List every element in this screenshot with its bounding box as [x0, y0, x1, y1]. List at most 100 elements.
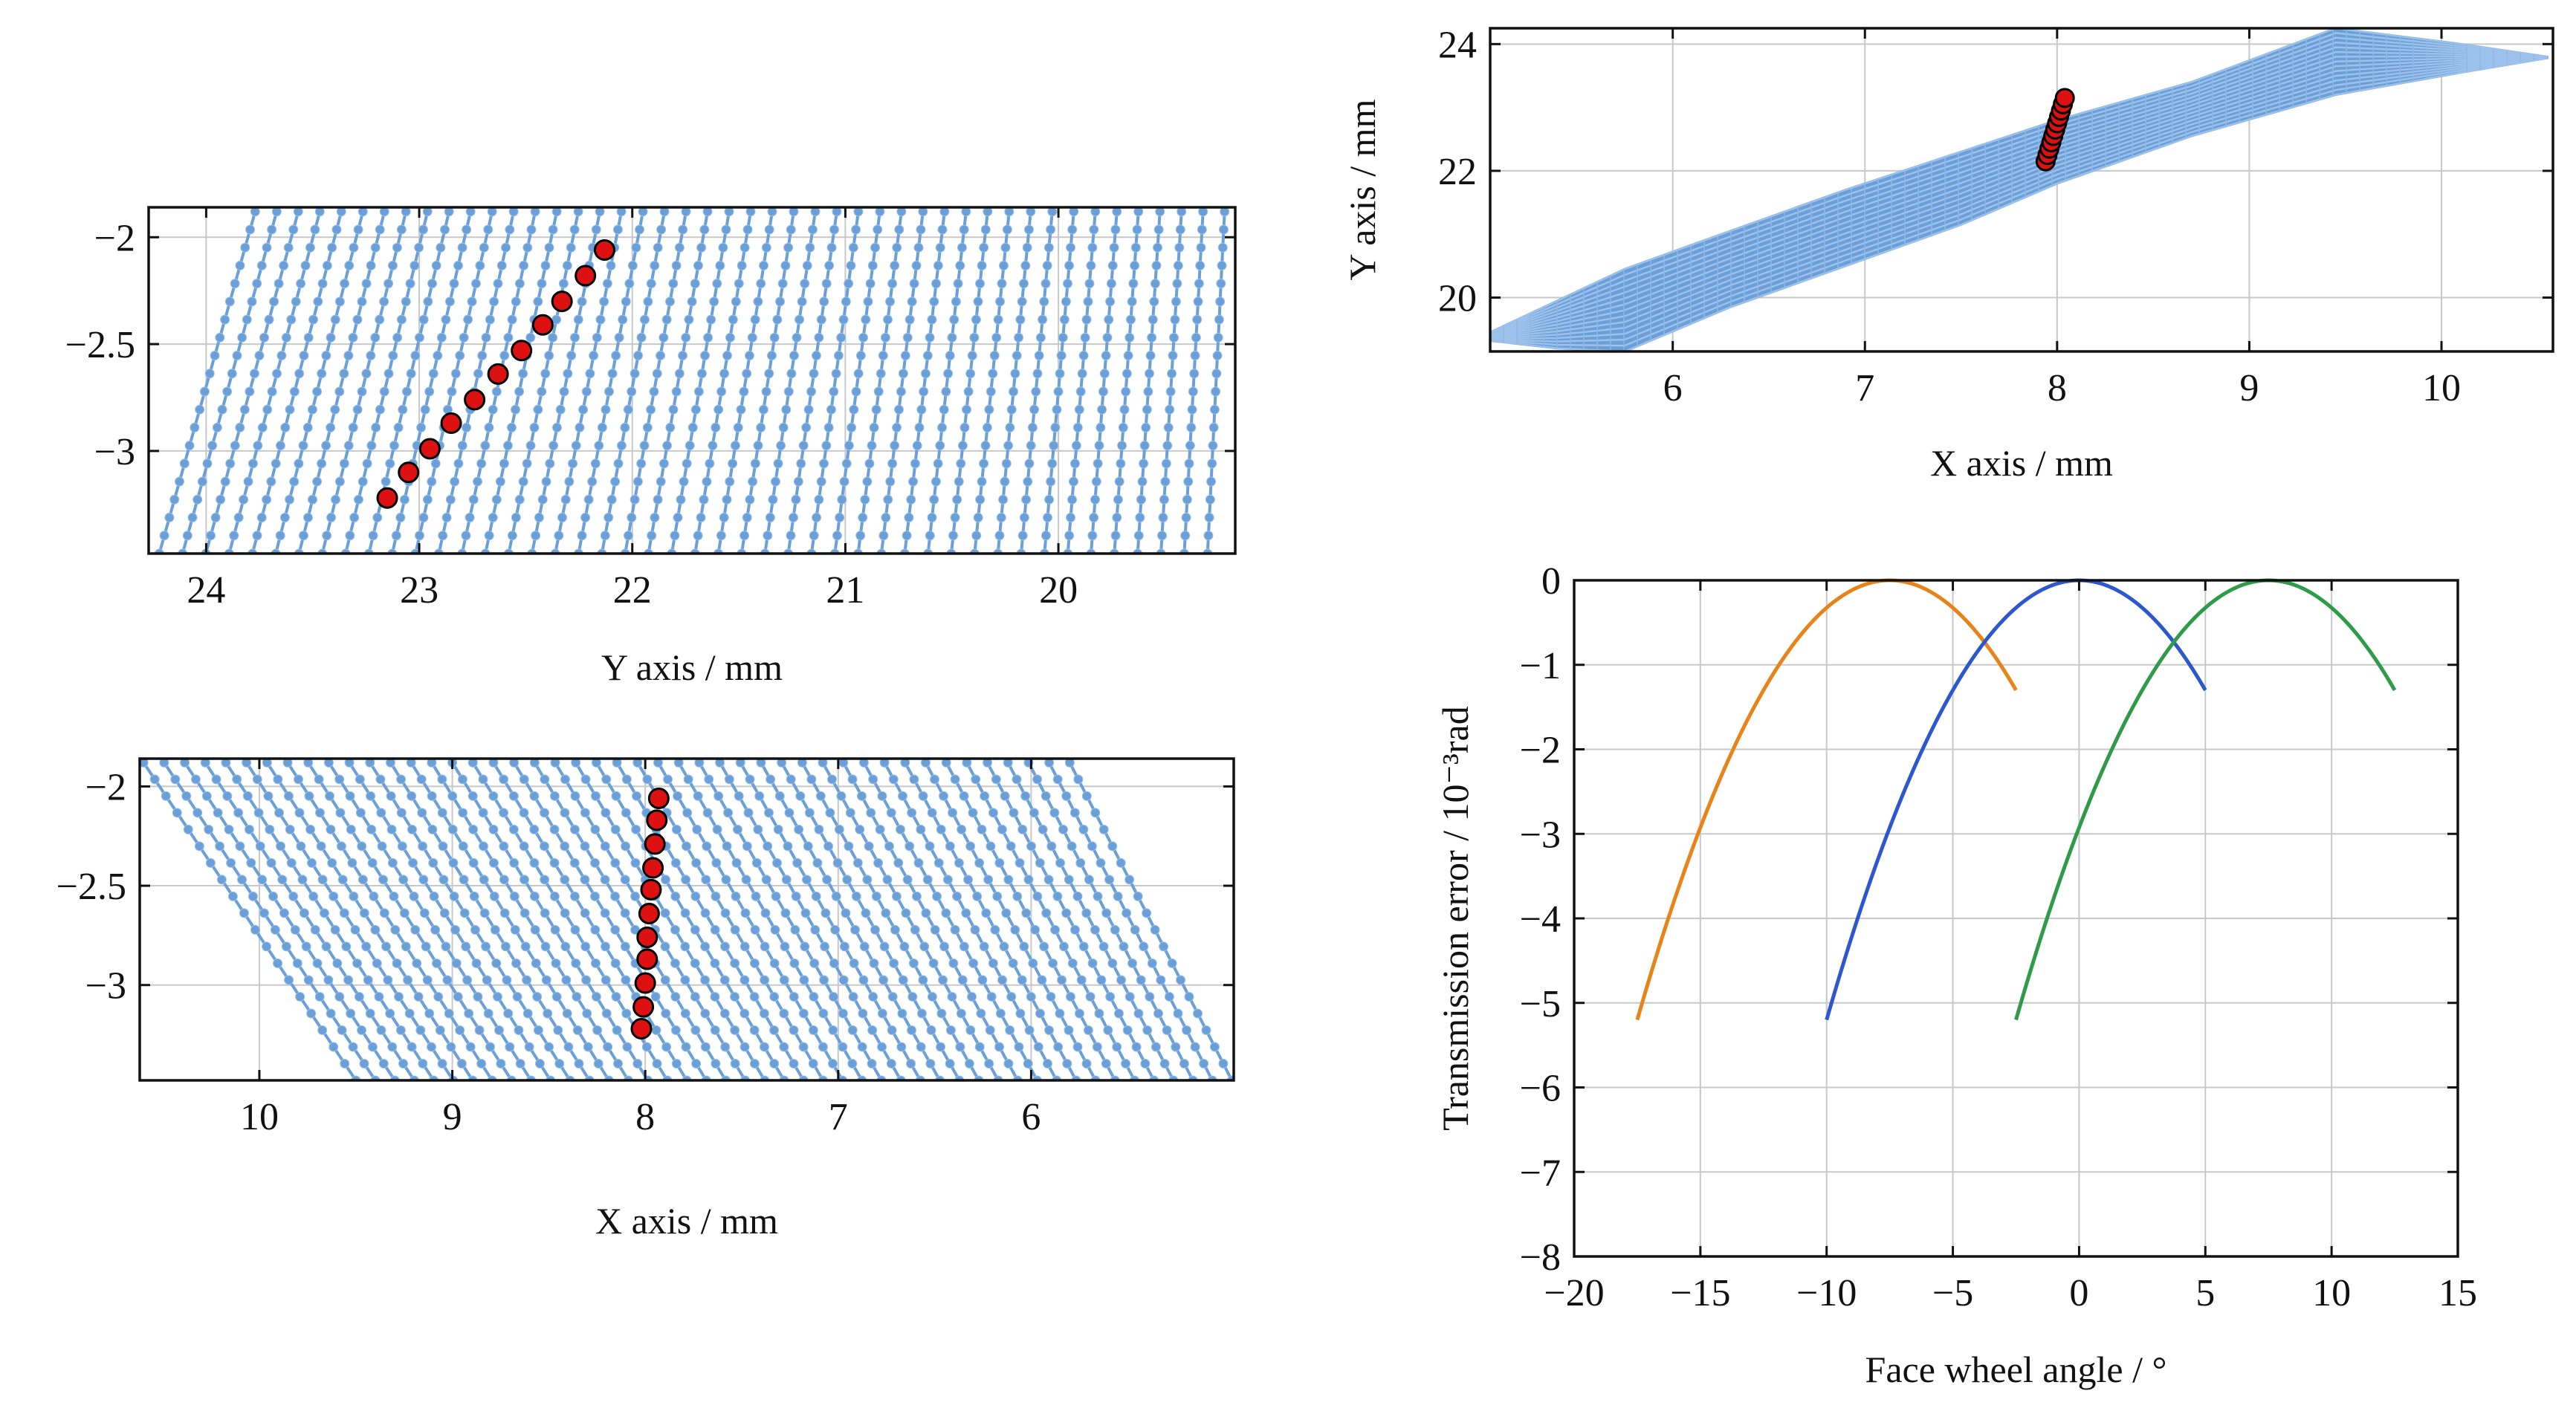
- mesh-point: [836, 332, 847, 343]
- mesh-point: [767, 207, 777, 217]
- mesh-point: [892, 242, 902, 253]
- mesh-point: [601, 975, 611, 985]
- mesh-point: [721, 224, 731, 235]
- mesh-point: [692, 824, 702, 834]
- mesh-point: [855, 824, 865, 834]
- mesh-point: [533, 1025, 543, 1035]
- mesh-point: [864, 458, 875, 469]
- mesh-point: [1015, 1008, 1026, 1019]
- mesh-point: [1113, 1008, 1124, 1019]
- mesh-point: [700, 351, 711, 361]
- mesh-point: [957, 975, 968, 985]
- contact-point: [642, 857, 664, 879]
- mesh-point: [1188, 386, 1198, 397]
- mesh-point: [349, 891, 359, 901]
- y-tick-label: 22: [1438, 151, 1477, 193]
- mesh-point: [699, 494, 709, 505]
- mesh-point: [847, 1025, 858, 1035]
- mesh-point: [768, 494, 778, 505]
- mesh-point: [478, 808, 488, 818]
- mesh-point: [1098, 824, 1109, 834]
- mesh-point: [239, 908, 249, 918]
- mesh-point: [461, 531, 471, 541]
- mesh-point: [306, 857, 317, 868]
- mesh-point: [959, 224, 969, 235]
- mesh-point: [780, 908, 791, 918]
- mesh-point: [906, 1058, 916, 1068]
- mesh-point: [871, 404, 881, 415]
- mesh-point: [912, 441, 922, 451]
- mesh-point: [533, 296, 543, 307]
- mesh-point: [312, 386, 323, 397]
- mesh-point: [1133, 1008, 1144, 1019]
- mesh-point: [211, 774, 221, 785]
- mesh-point: [453, 458, 464, 469]
- mesh-point: [296, 279, 306, 289]
- mesh-point: [267, 386, 277, 397]
- mesh-point: [426, 1042, 436, 1052]
- mesh-point: [885, 296, 896, 307]
- mesh-point: [361, 369, 372, 379]
- mesh-point: [936, 824, 946, 834]
- mesh-point: [422, 494, 433, 505]
- mesh-point: [1145, 351, 1156, 361]
- mesh-point: [1168, 351, 1178, 361]
- mesh-point: [822, 875, 832, 885]
- mesh-point: [212, 422, 222, 432]
- mesh-point: [1176, 975, 1186, 985]
- mesh-point: [353, 224, 363, 235]
- mesh-point: [246, 857, 256, 868]
- mesh-point: [1107, 958, 1118, 968]
- mesh-point: [770, 924, 780, 935]
- mesh-point: [952, 891, 962, 901]
- mesh-point: [1159, 1058, 1170, 1068]
- mesh-point: [902, 875, 913, 885]
- mesh-point: [730, 924, 740, 935]
- mesh-point: [882, 314, 893, 325]
- mesh-point: [641, 1042, 652, 1052]
- mesh-point: [875, 207, 885, 217]
- mesh-point: [835, 513, 845, 523]
- mesh-point: [313, 296, 323, 307]
- data-layer: [1490, 28, 2549, 351]
- x-tick-label: −20: [1544, 1272, 1604, 1314]
- mesh-point: [169, 494, 180, 505]
- mesh-point: [357, 386, 367, 397]
- mesh-point: [247, 458, 258, 469]
- mesh-point: [457, 242, 467, 253]
- mesh-point: [885, 476, 896, 487]
- mesh-point: [718, 242, 728, 253]
- mesh-point: [1075, 386, 1086, 397]
- mesh-point: [1182, 1025, 1192, 1035]
- mesh-point: [893, 404, 904, 415]
- mesh-point: [631, 242, 641, 253]
- mesh-point: [866, 808, 876, 818]
- mesh-point: [681, 1042, 691, 1052]
- mesh-point: [499, 351, 510, 361]
- mesh-point: [410, 351, 421, 361]
- mesh-point: [572, 991, 582, 1002]
- mesh-point: [230, 441, 240, 451]
- mesh-point: [221, 759, 231, 768]
- mesh-point: [661, 1042, 672, 1052]
- mesh-line: [1490, 28, 2548, 334]
- mesh-point: [955, 260, 965, 270]
- mesh-point: [230, 279, 240, 289]
- mesh-point: [317, 875, 328, 885]
- mesh-point: [1030, 924, 1041, 935]
- mesh-point: [922, 351, 933, 361]
- mesh-point: [959, 422, 970, 432]
- mesh-point: [693, 260, 703, 270]
- mesh-point: [226, 857, 236, 868]
- mesh-point: [777, 279, 788, 289]
- mesh-point: [910, 458, 920, 469]
- mesh-point: [823, 422, 834, 432]
- mesh-point: [396, 314, 407, 325]
- mesh-point: [613, 458, 624, 469]
- mesh-point: [834, 824, 844, 834]
- contact-series: [376, 239, 615, 509]
- mesh-point: [371, 422, 381, 432]
- mesh-point: [933, 260, 943, 270]
- mesh-point: [633, 351, 644, 361]
- mesh-point: [544, 351, 554, 361]
